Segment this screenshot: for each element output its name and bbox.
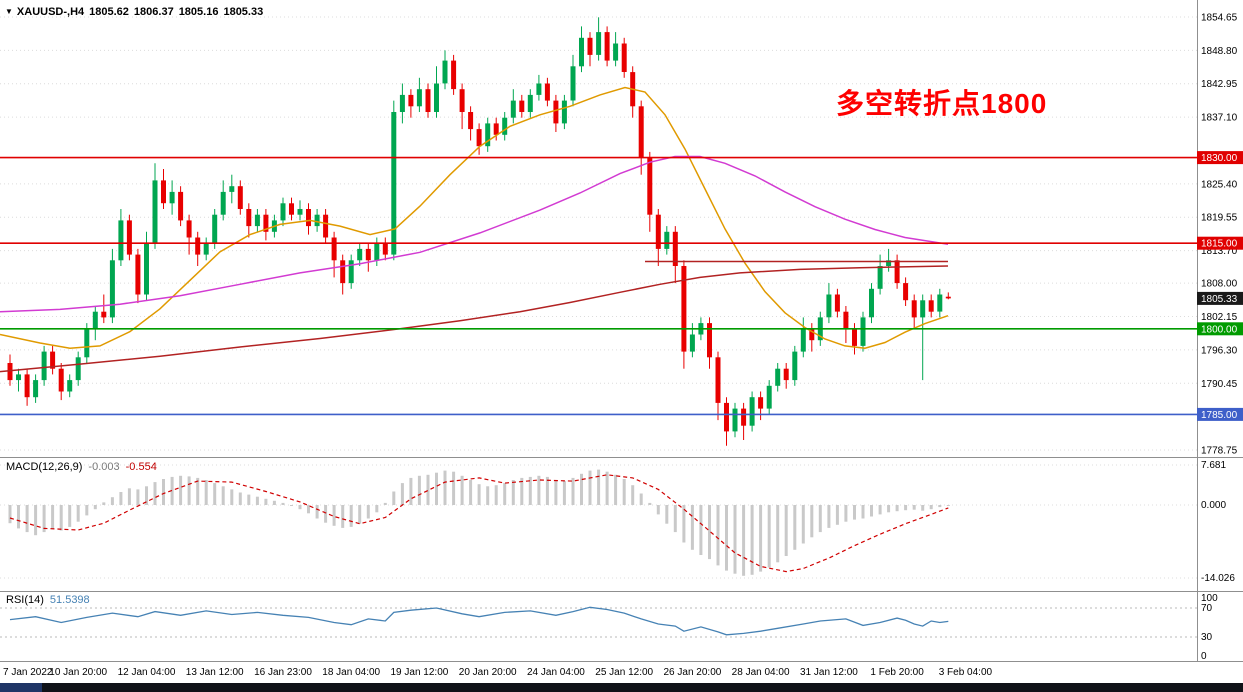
svg-text:26 Jan 20:00: 26 Jan 20:00 bbox=[663, 667, 721, 678]
macd-signal-line-plot bbox=[9, 474, 949, 573]
svg-text:1825.40: 1825.40 bbox=[1201, 179, 1238, 190]
svg-text:12 Jan 04:00: 12 Jan 04:00 bbox=[118, 667, 176, 678]
svg-text:7.681: 7.681 bbox=[1201, 460, 1226, 471]
svg-text:1785.00: 1785.00 bbox=[1201, 410, 1238, 421]
quote-close: 1805.33 bbox=[223, 6, 264, 18]
annotation-text[interactable]: 多空转折点1800 bbox=[836, 88, 1048, 119]
macd-signal-value: -0.554 bbox=[125, 461, 157, 473]
svg-text:0.000: 0.000 bbox=[1201, 500, 1226, 511]
symbol-marker-icon: ▼ bbox=[5, 7, 13, 16]
rsi-indicator-label: RSI(14) 51.5398 bbox=[6, 594, 90, 606]
svg-text:70: 70 bbox=[1201, 603, 1213, 614]
quote-low: 1805.16 bbox=[178, 6, 219, 18]
ma-slow-line bbox=[0, 265, 949, 373]
taskbar-strip[interactable] bbox=[0, 683, 1243, 692]
taskbar-accent bbox=[0, 683, 42, 692]
svg-text:7 Jan 2022: 7 Jan 2022 bbox=[3, 667, 53, 678]
svg-text:0: 0 bbox=[1201, 651, 1207, 662]
macd-axis[interactable]: 7.681 0.000 -14.026 bbox=[1201, 460, 1235, 584]
macd-indicator-label: MACD(12,26,9) -0.003 -0.554 bbox=[6, 461, 157, 473]
rsi-name: RSI(14) bbox=[6, 594, 44, 606]
price-axis[interactable]: 1854.65 1848.80 1842.95 1837.10 1825.40 1819.… bbox=[1201, 13, 1238, 457]
svg-text:1842.95: 1842.95 bbox=[1201, 79, 1238, 90]
svg-text:30: 30 bbox=[1201, 632, 1213, 643]
svg-text:24 Jan 04:00: 24 Jan 04:00 bbox=[527, 667, 585, 678]
svg-text:1830.00: 1830.00 bbox=[1201, 153, 1238, 164]
svg-text:25 Jan 12:00: 25 Jan 12:00 bbox=[595, 667, 653, 678]
svg-text:1800.00: 1800.00 bbox=[1201, 324, 1238, 335]
quote-high: 1806.37 bbox=[133, 6, 174, 18]
macd-main-value: -0.003 bbox=[88, 461, 120, 473]
svg-text:10 Jan 20:00: 10 Jan 20:00 bbox=[49, 667, 107, 678]
quote-open: 1805.62 bbox=[89, 6, 129, 18]
ma-fast-line bbox=[0, 86, 949, 349]
svg-text:1837.10: 1837.10 bbox=[1201, 113, 1238, 124]
svg-text:1815.00: 1815.00 bbox=[1201, 239, 1238, 250]
svg-text:28 Jan 04:00: 28 Jan 04:00 bbox=[732, 667, 790, 678]
svg-text:3 Feb 04:00: 3 Feb 04:00 bbox=[939, 667, 993, 678]
svg-text:1805.33: 1805.33 bbox=[1201, 294, 1238, 305]
svg-text:20 Jan 20:00: 20 Jan 20:00 bbox=[459, 667, 517, 678]
svg-text:16 Jan 23:00: 16 Jan 23:00 bbox=[254, 667, 312, 678]
ma-medium-line bbox=[0, 155, 949, 313]
macd-histogram bbox=[8, 469, 950, 576]
svg-text:13 Jan 12:00: 13 Jan 12:00 bbox=[186, 667, 244, 678]
svg-text:1796.30: 1796.30 bbox=[1201, 345, 1238, 356]
svg-text:1 Feb 20:00: 1 Feb 20:00 bbox=[870, 667, 924, 678]
macd-name: MACD(12,26,9) bbox=[6, 461, 83, 473]
svg-text:-14.026: -14.026 bbox=[1201, 573, 1235, 584]
symbol-label: XAUUSD-,H4 bbox=[16, 6, 85, 18]
svg-text:18 Jan 04:00: 18 Jan 04:00 bbox=[322, 667, 380, 678]
svg-text:100: 100 bbox=[1201, 593, 1218, 604]
svg-text:19 Jan 12:00: 19 Jan 12:00 bbox=[390, 667, 448, 678]
svg-text:1848.80: 1848.80 bbox=[1201, 46, 1238, 57]
svg-text:1790.45: 1790.45 bbox=[1201, 379, 1238, 390]
svg-text:1778.75: 1778.75 bbox=[1201, 446, 1238, 457]
svg-text:1854.65: 1854.65 bbox=[1201, 13, 1238, 24]
svg-text:1819.55: 1819.55 bbox=[1201, 213, 1238, 224]
svg-text:1802.15: 1802.15 bbox=[1201, 312, 1238, 323]
rsi-value: 51.5398 bbox=[49, 594, 90, 606]
panel-separators bbox=[0, 0, 1243, 662]
candlestick-series bbox=[7, 17, 951, 446]
chart-symbol-ohlc: ▼ XAUUSD-,H4 1805.62 1806.37 1805.16 1805.33 bbox=[5, 6, 263, 18]
svg-text:1808.00: 1808.00 bbox=[1201, 279, 1238, 290]
svg-text:31 Jan 12:00: 31 Jan 12:00 bbox=[800, 667, 858, 678]
rsi-line-plot bbox=[9, 606, 949, 636]
price-badges: 1830.00 1815.00 1805.33 1800.00 1785.00 bbox=[1197, 151, 1243, 421]
svg-text:1813.70: 1813.70 bbox=[1201, 246, 1238, 257]
